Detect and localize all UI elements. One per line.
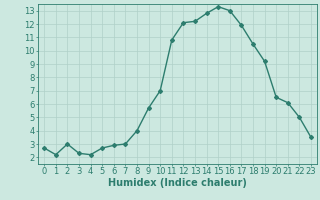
X-axis label: Humidex (Indice chaleur): Humidex (Indice chaleur): [108, 178, 247, 188]
